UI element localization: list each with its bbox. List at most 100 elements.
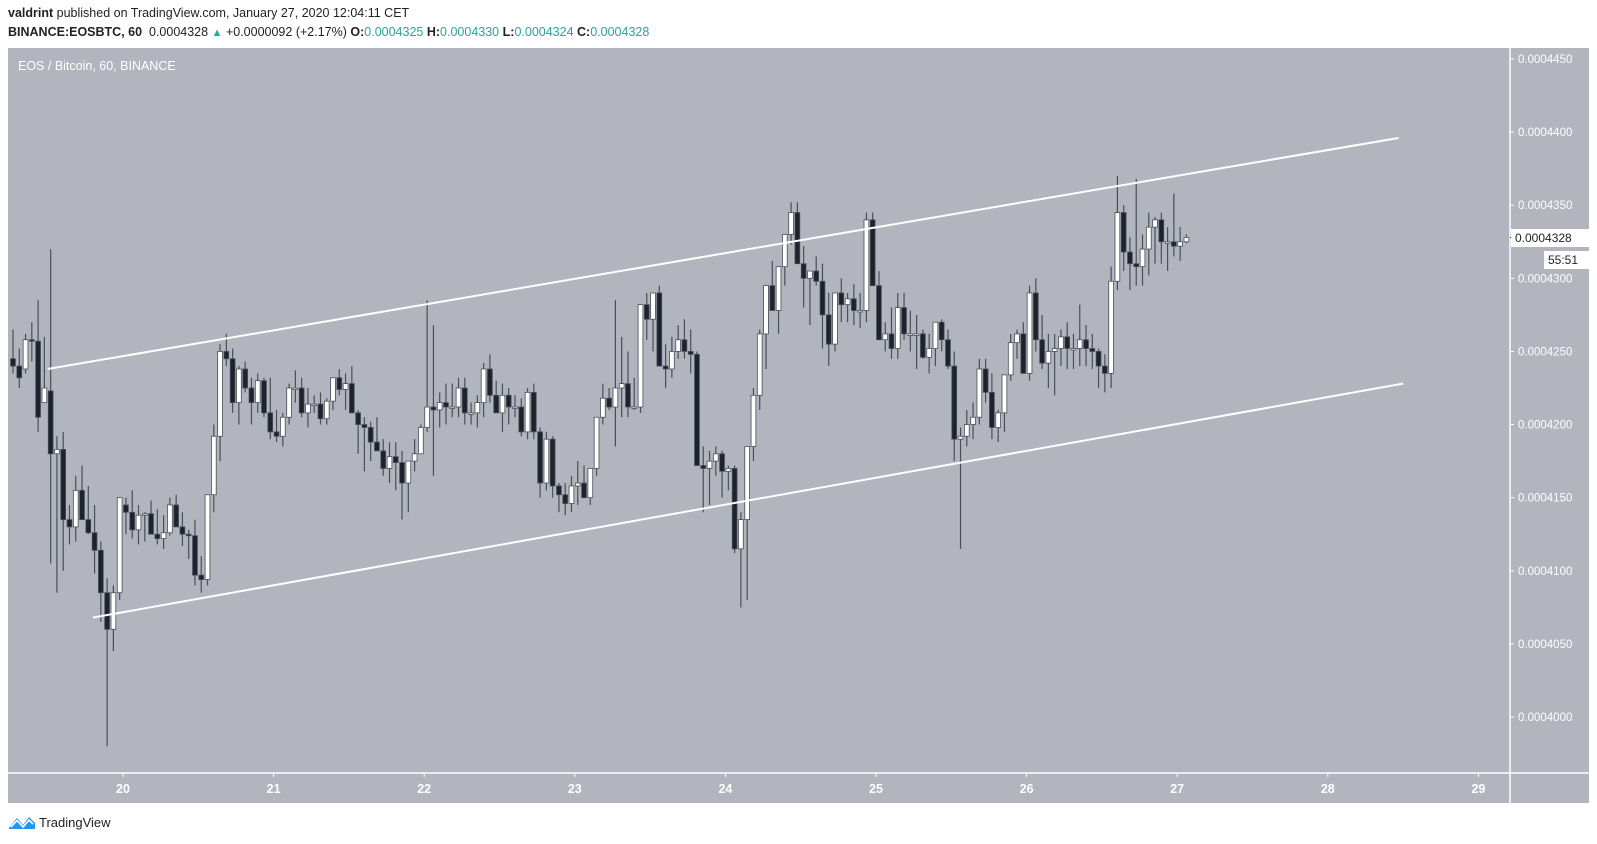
candle-down	[298, 387, 305, 414]
open-value: 0.0004325	[364, 25, 424, 39]
candle-up	[116, 497, 123, 594]
candle-down	[198, 574, 205, 580]
time-tick-label: 20	[116, 782, 130, 796]
candle-up	[913, 333, 920, 336]
high-value: 0.0004330	[440, 25, 500, 39]
triangle-up-icon: ▲	[211, 27, 223, 39]
candle-down	[888, 333, 895, 349]
candle-up	[957, 435, 964, 440]
candle-down	[556, 485, 562, 496]
candle-down	[374, 441, 380, 452]
candle-up	[926, 348, 932, 358]
candle-down	[838, 292, 845, 306]
candlestick-plot[interactable]: 0.0004450 0.0004400 0.0004350 0.0004300 0.00…	[8, 48, 1589, 803]
published-text: published on TradingView.com, January 27…	[53, 6, 410, 20]
candle-up	[600, 397, 606, 418]
candle-up	[995, 412, 1001, 428]
candle-down	[851, 298, 857, 311]
candle-down	[700, 465, 707, 469]
candle-down	[154, 533, 161, 540]
time-tick-label: 29	[1471, 782, 1485, 796]
candle-down	[625, 383, 631, 408]
candle-down	[91, 532, 98, 551]
candle-up	[1076, 339, 1083, 349]
candle-up	[756, 333, 763, 396]
candle-down	[60, 449, 66, 520]
candle-down	[192, 535, 198, 576]
price-tick-label: 0.0004100	[1518, 566, 1572, 578]
candle-down	[1127, 251, 1133, 265]
candle-up	[970, 416, 976, 425]
channel-upper-trendline[interactable]	[47, 136, 1399, 370]
candle-up	[1007, 342, 1014, 376]
tradingview-logo-icon	[9, 817, 35, 829]
high-label: H:	[426, 25, 441, 39]
candle-down	[562, 494, 568, 504]
candle-up	[386, 456, 393, 469]
candle-up	[54, 449, 60, 455]
candle-up	[863, 219, 870, 311]
price-tick-label: 0.0004000	[1518, 712, 1572, 724]
price-axis[interactable]: 0.0004450 0.0004400 0.0004350 0.0004300 0.00…	[1510, 54, 1572, 724]
candle-down	[1039, 339, 1045, 364]
candle-down	[66, 519, 73, 528]
candle-up	[449, 406, 456, 409]
time-axis[interactable]: 20 21 22 23 24 25 26 27 28 29	[116, 773, 1485, 796]
candle-up	[618, 383, 625, 389]
candle-down	[355, 412, 361, 425]
bar-countdown-tag: 55:51	[1544, 251, 1589, 269]
tradingview-brand[interactable]: TradingView	[8, 813, 111, 831]
candle-up	[675, 339, 681, 352]
candle-up	[72, 489, 79, 528]
candle-up	[305, 403, 311, 414]
candle-down	[98, 549, 104, 594]
candle-up	[650, 292, 656, 320]
chart-pane[interactable]: 0.0004450 0.0004400 0.0004350 0.0004300 0.00…	[8, 48, 1589, 803]
candle-down	[430, 406, 437, 411]
symbol-label: BINANCE:EOSBTC, 60	[8, 25, 143, 39]
candle-up	[436, 402, 443, 411]
candle-up	[474, 402, 481, 414]
candle-down	[1095, 351, 1102, 367]
candle-down	[317, 403, 324, 420]
candle-up	[323, 400, 330, 420]
candle-up	[1058, 336, 1064, 349]
candle-down	[989, 391, 995, 428]
candle-down	[399, 462, 405, 484]
candle-up	[788, 212, 794, 235]
candle-up	[574, 482, 581, 487]
price-change: +0.0000092 (+2.17%)	[225, 25, 347, 39]
candle-down	[349, 383, 355, 414]
price-tick-label: 0.0004250	[1518, 346, 1572, 358]
candle-down	[813, 270, 819, 282]
candle-up	[499, 394, 506, 414]
candle-down	[643, 304, 650, 320]
candle-up	[1070, 348, 1077, 351]
candle-down	[248, 387, 255, 404]
candle-up	[424, 406, 430, 428]
candle-down	[242, 368, 248, 389]
candle-down	[1102, 365, 1108, 374]
candle-down	[79, 489, 85, 521]
candle-up	[907, 333, 914, 336]
candle-down	[173, 504, 179, 528]
candle-up	[976, 368, 983, 418]
channel-lower-trendline[interactable]	[92, 382, 1404, 619]
candle-up	[1177, 241, 1183, 247]
candle-down	[148, 513, 154, 535]
candle-down	[920, 333, 926, 358]
candle-up	[280, 416, 286, 437]
chart-legend-title: EOS / Bitcoin, 60, BINANCE	[18, 59, 176, 73]
candle-up	[22, 339, 29, 370]
candle-up	[587, 468, 594, 499]
candle-down	[982, 368, 989, 393]
time-tick-label: 27	[1170, 782, 1184, 796]
candle-up	[160, 532, 167, 540]
candle-down	[367, 427, 374, 443]
candle-up	[706, 460, 713, 469]
candle-down	[1064, 336, 1071, 349]
candle-down	[185, 533, 192, 537]
candle-down	[537, 431, 543, 484]
author-name[interactable]: valdrint	[8, 6, 54, 20]
candle-down	[505, 394, 512, 408]
